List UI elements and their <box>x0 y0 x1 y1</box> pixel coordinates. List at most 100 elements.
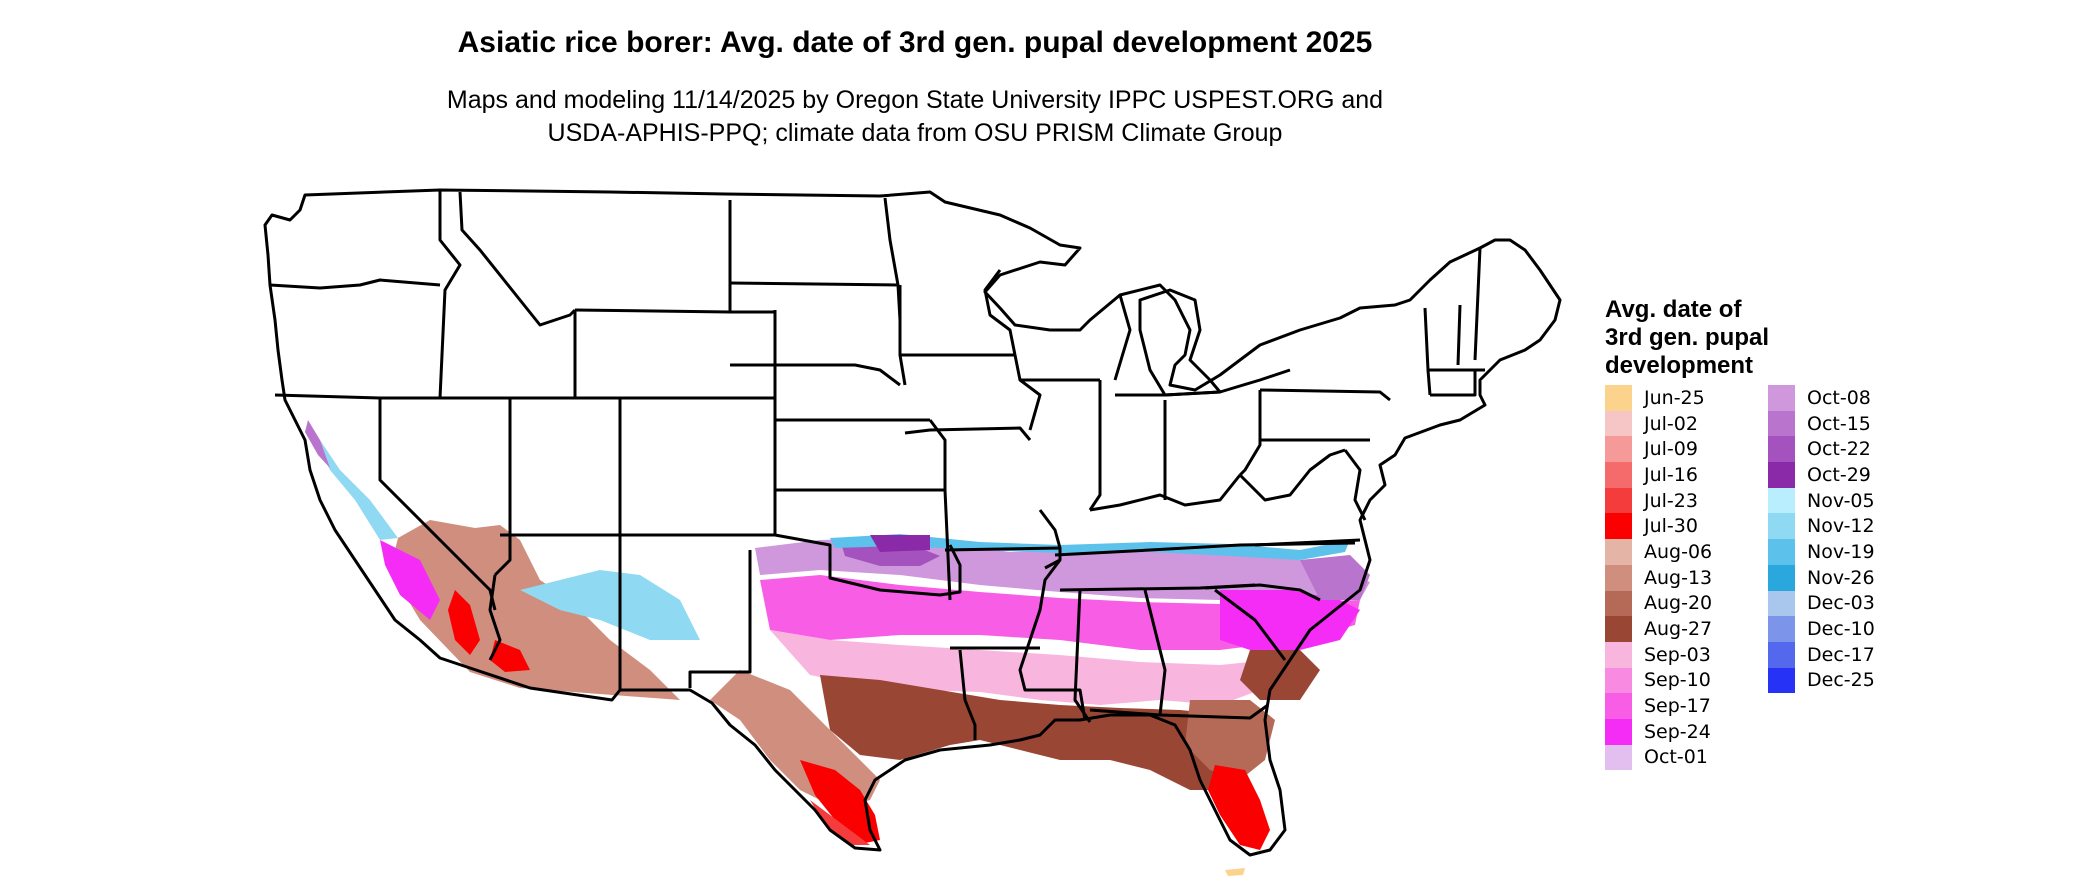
subtitle-line-1: Maps and modeling 11/14/2025 by Oregon S… <box>446 86 1384 114</box>
legend-item: Jul-23 <box>1605 487 1712 514</box>
legend-label: Nov-19 <box>1807 540 1875 563</box>
legend-label: Jul-30 <box>1644 515 1698 538</box>
boundary-al-ga <box>1143 589 1167 716</box>
boundary-tx-la <box>958 649 977 740</box>
legend-label: Nov-26 <box>1807 566 1875 589</box>
legend-column-2: Oct-08 Oct-15 Oct-22 Oct-29 Nov-05 Nov-12 Nov-… <box>1768 385 1875 694</box>
band-jun-25-keys <box>1225 868 1245 876</box>
legend-swatch <box>1605 667 1632 694</box>
legend-item: Oct-01 <box>1605 744 1712 771</box>
boundary-ms-al <box>1073 589 1092 723</box>
band-jul-30-fl <box>1208 765 1270 850</box>
legend-item: Oct-15 <box>1768 410 1875 437</box>
legend-title-line-2: 3rd gen. pupal <box>1605 324 1770 351</box>
legend-item: Nov-05 <box>1768 487 1875 514</box>
legend-item: Oct-08 <box>1768 385 1875 411</box>
legend-title: Avg. date of 3rd gen. pupal development <box>1605 296 1769 380</box>
legend-swatch <box>1605 539 1632 565</box>
state-boundaries <box>269 190 1485 740</box>
subtitle-line-2: USDA-APHIS-PPQ; climate data from OSU PR… <box>547 119 1283 147</box>
legend-item: Aug-27 <box>1605 616 1712 642</box>
boundary-ok-ar <box>943 489 952 601</box>
legend-swatch <box>1605 693 1632 719</box>
legend-swatch <box>1605 513 1632 540</box>
michigan-lower-peninsula <box>1138 288 1222 397</box>
boundary-ok-tx <box>750 533 962 597</box>
legend-swatch <box>1768 667 1795 694</box>
band-jul-23-tx <box>810 800 870 845</box>
legend-label: Oct-08 <box>1807 386 1871 409</box>
legend-swatch <box>1605 590 1632 617</box>
band-aug-27-south <box>820 675 1250 790</box>
band-sep-24-se <box>1220 590 1360 650</box>
boundary-ar-ms <box>1018 559 1087 721</box>
boundary-vt-nh <box>1456 304 1462 366</box>
band-oct-29-ok <box>870 535 930 552</box>
legend-item: Jul-02 <box>1605 410 1712 437</box>
legend-item: Aug-20 <box>1605 590 1713 617</box>
legend-label: Sep-24 <box>1644 720 1711 743</box>
boundary-nh-me <box>1473 247 1482 361</box>
legend-item: Sep-10 <box>1605 667 1712 694</box>
boundary-il-ky <box>1038 509 1062 549</box>
us-national-outline <box>263 188 1562 857</box>
legend-label: Aug-13 <box>1644 566 1713 589</box>
legend-label: Dec-17 <box>1807 643 1875 666</box>
band-sep-24-ca <box>380 540 440 620</box>
band-nov-12-ca <box>310 430 398 540</box>
legend-label: Aug-20 <box>1644 592 1713 615</box>
boundary-wv-va <box>1238 448 1346 502</box>
legend-item: Jul-30 <box>1605 513 1712 540</box>
legend-swatch <box>1605 487 1632 514</box>
legend-title-line-3: development <box>1605 352 1754 379</box>
legend-swatch <box>1605 410 1632 437</box>
boundary-nd-mn <box>883 197 902 321</box>
boundary-ia-il <box>1013 354 1042 431</box>
boundary-oh-ky-river <box>1089 474 1242 512</box>
boundary-al-ga-fl <box>1089 703 1269 720</box>
boundary-nc-sc <box>1204 583 1321 602</box>
boundary-id-mt <box>458 191 577 327</box>
legend-item: Dec-17 <box>1768 641 1875 668</box>
boundary-ut-wy <box>575 396 622 425</box>
legend-swatch <box>1605 641 1632 668</box>
legend-label: Aug-27 <box>1644 618 1713 641</box>
legend-item: Dec-25 <box>1768 667 1875 694</box>
map-title: Asiatic rice borer: Avg. date of 3rd gen… <box>457 26 1373 59</box>
legend-label: Oct-22 <box>1807 438 1871 461</box>
boundary-mt-wy <box>574 200 732 314</box>
boundary-az-ca <box>488 574 502 661</box>
band-jul-30-tx <box>800 760 880 845</box>
map-subtitle: Maps and modeling 11/14/2025 by Oregon S… <box>0 84 1830 150</box>
band-nov-12-fringe <box>830 534 1350 560</box>
band-jul-30-az <box>490 640 530 672</box>
legend-swatch <box>1605 616 1632 642</box>
legend-swatch <box>1768 641 1795 668</box>
boundary-va-nc <box>1254 538 1361 547</box>
band-nov-12-az <box>520 570 700 640</box>
boundary-nv-ut <box>493 398 512 577</box>
legend-item: Dec-03 <box>1768 590 1875 617</box>
legend-item: Aug-13 <box>1605 564 1713 591</box>
legend-item: Jul-09 <box>1605 436 1712 463</box>
boundary-oh-pa-wv <box>1238 390 1262 477</box>
boundary-ct-ri <box>1430 370 1477 397</box>
legend-swatch <box>1605 744 1632 771</box>
legend-item: Nov-12 <box>1768 513 1875 540</box>
lake-erie-shore <box>1219 368 1291 394</box>
legend-label: Oct-29 <box>1807 463 1871 486</box>
legend-swatch <box>1605 718 1632 745</box>
legend-swatch <box>1605 462 1632 488</box>
legend-label: Dec-10 <box>1807 618 1875 641</box>
legend-swatch <box>1768 564 1795 591</box>
boundary-wa-or <box>269 278 441 290</box>
boundary-sc-ga <box>1214 588 1287 661</box>
legend-label: Oct-15 <box>1807 412 1871 435</box>
legend-label: Dec-03 <box>1807 592 1875 615</box>
band-oct-15-ca <box>305 420 330 468</box>
legend-item: Jul-16 <box>1605 462 1712 488</box>
legend-swatch <box>1768 539 1795 565</box>
lake-michigan-shore <box>1113 294 1132 381</box>
legend-swatch <box>1605 564 1632 591</box>
